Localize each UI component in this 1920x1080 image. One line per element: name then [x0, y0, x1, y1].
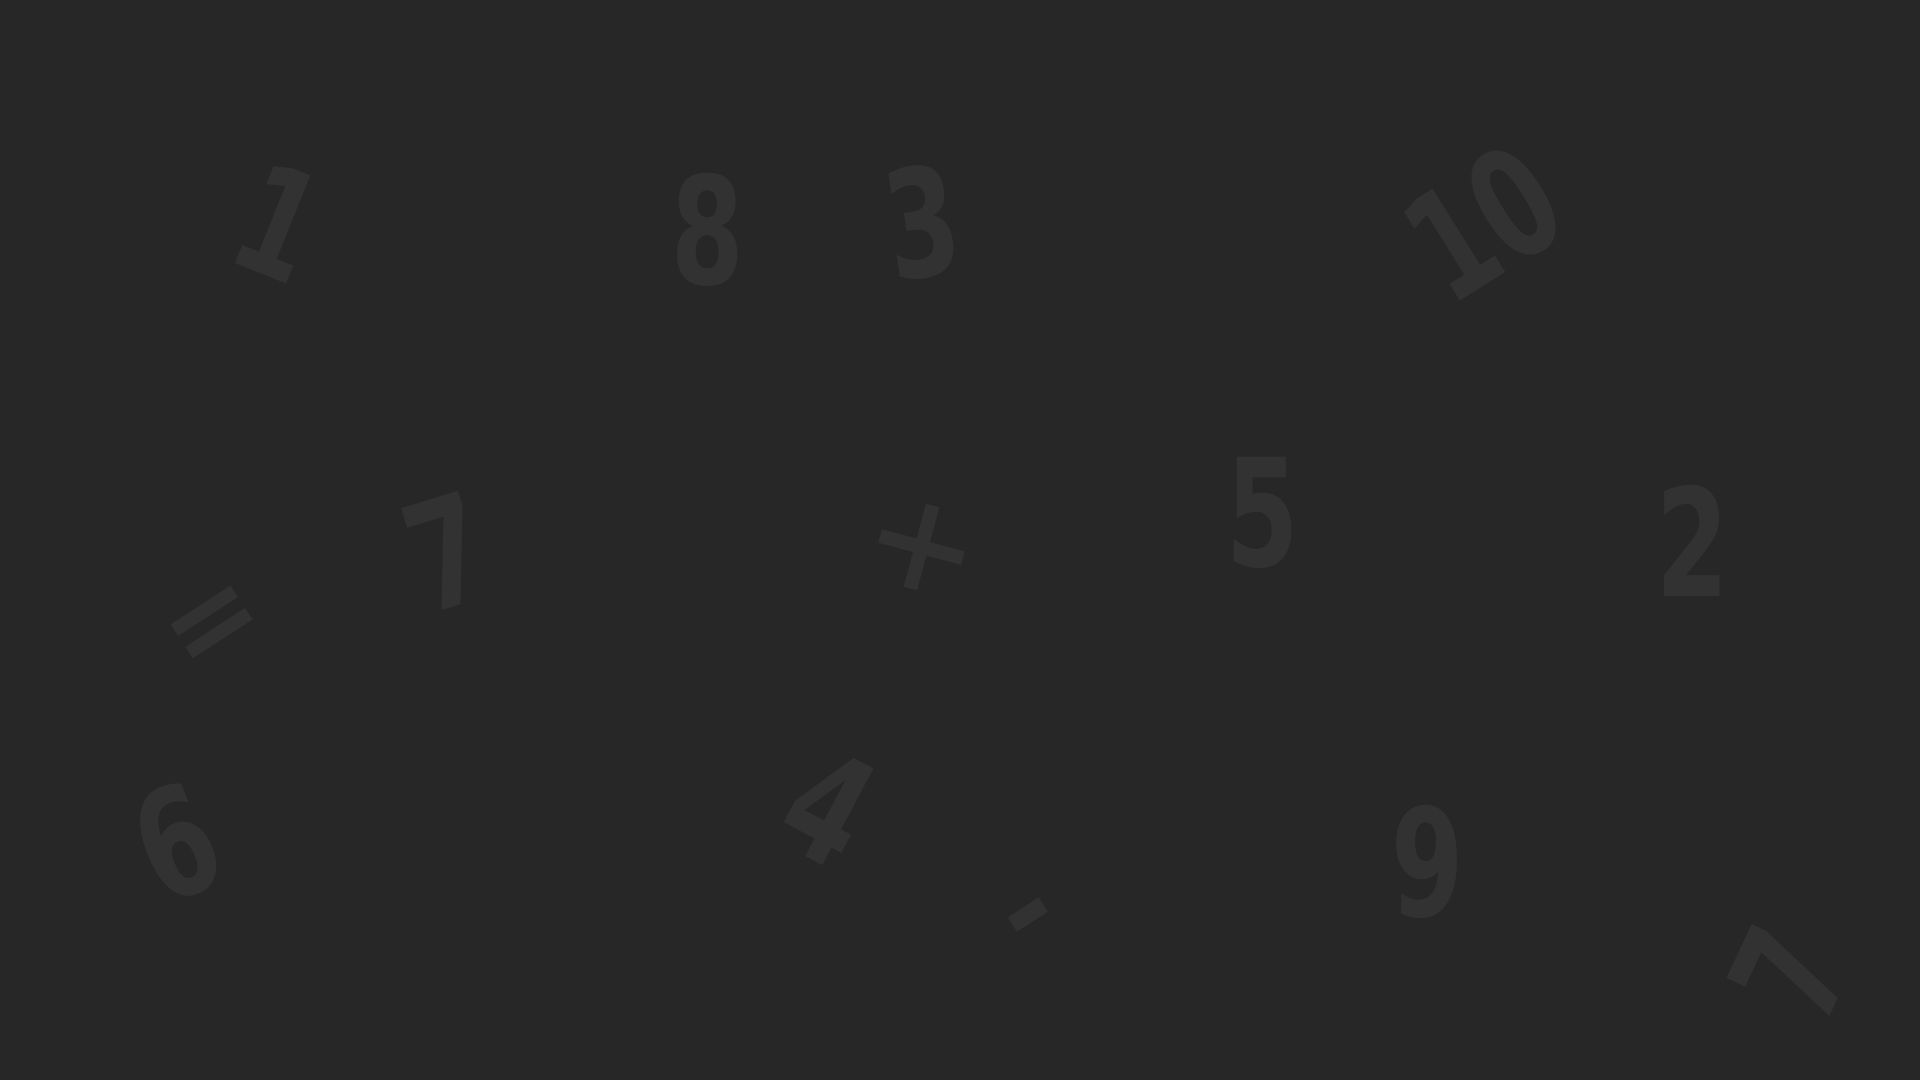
minus-symbol: -	[965, 837, 1084, 982]
number-ten: 10	[1376, 112, 1593, 338]
digit-four: 4	[753, 715, 902, 905]
digit-one: 1	[209, 130, 345, 320]
equals-symbol: =	[132, 535, 288, 704]
digit-eight: 8	[670, 146, 744, 320]
digit-nine: 9	[1390, 778, 1464, 952]
digit-six: 6	[109, 750, 245, 940]
digit-five: 5	[1225, 428, 1299, 602]
multiply-symbol: ×	[841, 459, 999, 630]
digit-three: 3	[873, 133, 971, 317]
digit-two: 2	[1655, 458, 1729, 632]
digit-seven: 7	[385, 460, 509, 650]
digit-seven-rotated: 7	[1697, 904, 1887, 1046]
